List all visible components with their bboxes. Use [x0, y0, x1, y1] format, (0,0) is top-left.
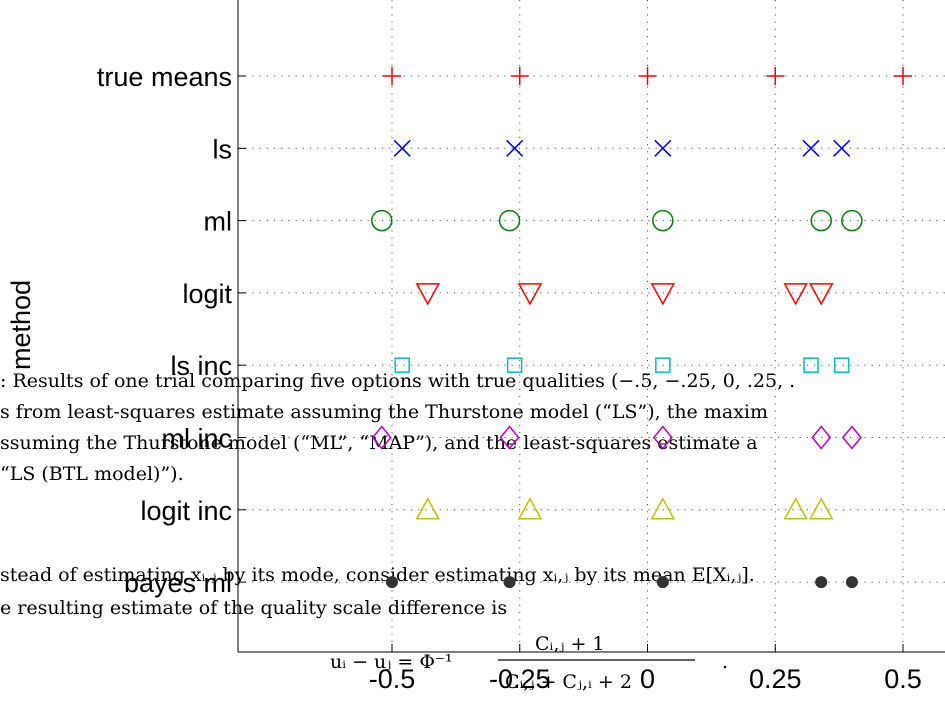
grid-lines — [238, 0, 945, 652]
plus-marker — [638, 67, 657, 85]
y-axis-ticks: true means ls ml logit ls inc ml inc logit inc… — [97, 62, 246, 598]
plus-marker — [383, 67, 401, 85]
y-tick-label: ls inc — [170, 351, 232, 381]
overlay-line-2: s from least-squares estimate assuming t… — [0, 401, 768, 423]
triangle-up-marker — [415, 497, 441, 520]
triangle-down-marker — [415, 283, 441, 306]
triangle-up-marker — [808, 497, 834, 520]
triangle-down-marker — [517, 283, 543, 306]
diamond-marker — [499, 425, 520, 450]
plus-marker — [510, 67, 529, 85]
overlay-formula-lhs: uᵢ − uⱼ = Φ⁻¹ — [330, 651, 453, 673]
x-tick-label: 0 — [640, 664, 655, 694]
overlay-line-3: ssuming the Thurstone model (“ML”, “MAP”… — [0, 432, 758, 454]
y-tick-label: ml inc — [161, 424, 232, 454]
square-marker — [506, 357, 523, 373]
triangle-up-marker — [517, 497, 543, 520]
triangle-up-marker — [783, 497, 808, 520]
x-marker — [506, 139, 524, 157]
dot-marker — [656, 576, 669, 589]
data-markers — [371, 67, 912, 589]
dot-marker — [845, 576, 858, 589]
y-tick-label: logit — [182, 279, 232, 309]
square-marker — [655, 357, 671, 373]
overlay-formula-numerator: Cᵢ,ⱼ + 1 — [535, 633, 605, 655]
y-tick-label: bayes ml — [124, 568, 232, 598]
circle-marker — [810, 209, 832, 232]
x-marker — [833, 139, 851, 157]
overlay-line-4: “LS (BTL model)”). — [0, 463, 184, 485]
circle-marker — [498, 209, 521, 232]
diamond-marker — [811, 425, 832, 450]
x-tick-label: -0.25 — [489, 664, 551, 694]
dot-marker — [815, 576, 828, 589]
overlay-text-layer: : Results of one trial comparing five op… — [0, 370, 795, 693]
overlay-formula-end: . — [722, 651, 728, 673]
circle-marker — [841, 209, 863, 232]
y-tick-label: true means — [97, 62, 232, 92]
y-axis-label: method — [6, 280, 36, 370]
y-tick-label: ml — [204, 207, 233, 237]
overlay-formula-denominator: Cᵢ,ⱼ + Cⱼ,ᵢ + 2 — [505, 671, 632, 693]
x-marker — [802, 139, 820, 157]
square-marker — [803, 357, 819, 373]
x-tick-label: 0.5 — [884, 664, 922, 694]
x-tick-label: -0.5 — [369, 664, 416, 694]
y-tick-label: logit inc — [140, 496, 232, 526]
diamond-marker — [841, 425, 862, 450]
diamond-marker — [371, 425, 392, 450]
plus-marker — [894, 67, 912, 85]
x-axis-ticks: -0.5 -0.25 0 0.25 0.5 — [369, 644, 922, 694]
square-marker — [833, 357, 850, 373]
overlay-line-1: : Results of one trial comparing five op… — [0, 370, 795, 392]
square-marker — [394, 357, 410, 373]
circle-marker — [371, 209, 393, 232]
x-tick-label: 0.25 — [749, 664, 802, 694]
triangle-down-marker — [808, 283, 834, 306]
circle-marker — [652, 209, 674, 232]
dot-marker — [386, 576, 398, 589]
triangle-down-marker — [650, 283, 676, 306]
plus-marker — [766, 67, 785, 85]
dot-marker — [503, 576, 516, 589]
overlay-line-6: e resulting estimate of the quality scal… — [0, 597, 507, 619]
overlay-line-5: stead of estimating xᵢ,ⱼ by its mode, co… — [0, 564, 755, 586]
triangle-down-marker — [783, 283, 808, 306]
diamond-marker — [652, 425, 673, 450]
x-marker — [393, 139, 411, 157]
x-marker — [654, 139, 672, 157]
y-tick-label: ls — [213, 134, 233, 164]
triangle-up-marker — [650, 497, 676, 520]
